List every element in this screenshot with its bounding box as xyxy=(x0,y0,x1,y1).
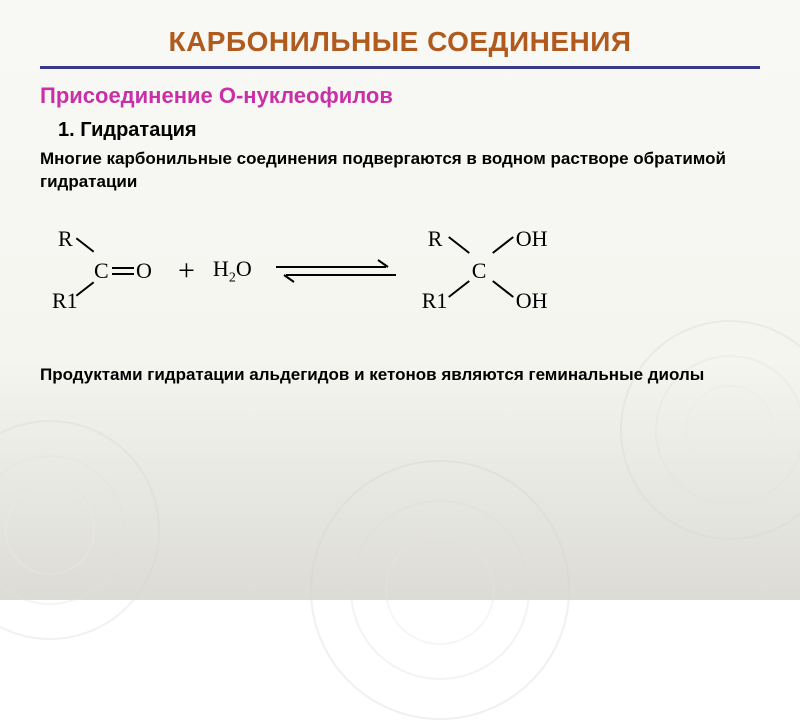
section-heading: 1. Гидратация xyxy=(58,119,760,142)
reactant-molecule: R R1 C O xyxy=(50,226,160,316)
label-r-bot-p: R1 xyxy=(422,288,448,314)
plus-sign: + xyxy=(178,254,195,288)
intro-text: Многие карбонильные соединения подвергаю… xyxy=(40,148,760,194)
subtitle: Присоединение О-нуклеофилов xyxy=(40,83,760,109)
reagent-water: H2O xyxy=(213,256,252,286)
slide-title: КАРБОНИЛЬНЫЕ СОЕДИНЕНИЯ xyxy=(40,26,760,58)
label-o: O xyxy=(136,258,152,284)
equilibrium-arrows-icon xyxy=(266,256,406,286)
product-molecule: R R1 C OH OH xyxy=(420,226,560,316)
label-r-bot: R1 xyxy=(52,288,78,314)
reaction-scheme: R R1 C O + H2O R R1 C OH OH xyxy=(50,226,760,316)
title-underline xyxy=(40,66,760,69)
label-c: C xyxy=(94,258,109,284)
label-oh-bot: OH xyxy=(516,288,548,314)
label-r-top-p: R xyxy=(428,226,443,252)
label-r-top: R xyxy=(58,226,73,252)
slide-content: КАРБОНИЛЬНЫЕ СОЕДИНЕНИЯ Присоединение О-… xyxy=(0,0,800,407)
label-oh-top: OH xyxy=(516,226,548,252)
label-c-p: C xyxy=(472,258,487,284)
conclusion-text: Продуктами гидратации альдегидов и кетон… xyxy=(40,364,760,387)
